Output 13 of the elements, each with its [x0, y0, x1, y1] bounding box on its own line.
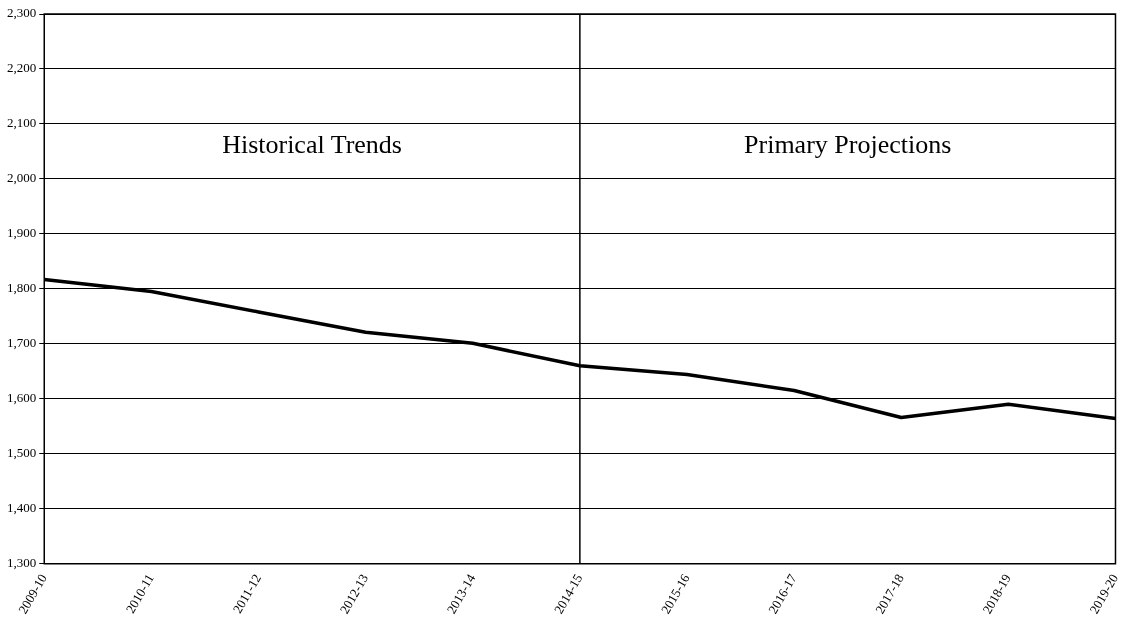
y-tick-label: 1,700 [7, 335, 37, 351]
y-tick-label: 2,000 [7, 170, 37, 186]
y-tick-label: 1,300 [7, 555, 37, 571]
y-tick-label: 1,600 [7, 390, 37, 406]
y-tick-label: 2,200 [7, 60, 37, 76]
y-tick-label: 2,100 [7, 115, 37, 131]
y-tick-label: 1,400 [7, 500, 37, 516]
annotation: Historical Trends [222, 129, 402, 159]
y-tick-label: 1,800 [7, 280, 37, 296]
y-tick-label: 2,300 [7, 5, 37, 21]
y-tick-label: 1,900 [7, 225, 37, 241]
y-tick-label: 1,500 [7, 445, 37, 461]
annotation: Primary Projections [744, 129, 952, 159]
